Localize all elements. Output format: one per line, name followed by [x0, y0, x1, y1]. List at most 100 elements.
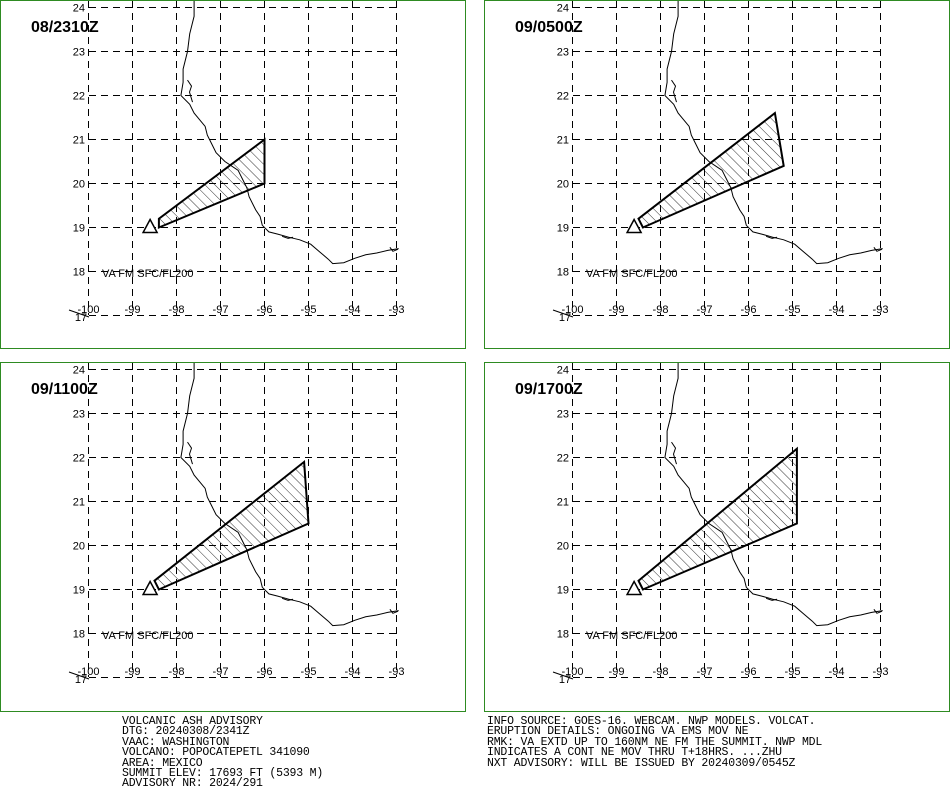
advisory-vaac: VAAC: WASHINGTON: [122, 735, 230, 749]
longitude-label: -95: [785, 304, 801, 316]
coastline: [180, 363, 399, 627]
longitude-label: -98: [653, 666, 669, 678]
longitude-label: -97: [213, 666, 229, 678]
latitude-label: 18: [73, 629, 85, 641]
volcano-icon: [625, 579, 643, 596]
longitude-label: -99: [125, 666, 141, 678]
lagoon-outline: [873, 609, 883, 614]
advisory-eruption-details: ERUPTION DETAILS: ONGOING VA EMS MOV NE: [487, 725, 749, 739]
panel-time-1: 08/2310Z: [31, 19, 99, 36]
lagoon-outline: [671, 79, 677, 103]
lagoon-outline: [281, 235, 294, 239]
lagoon-outline: [873, 247, 883, 252]
latitude-label: 22: [73, 91, 85, 103]
latitude-label: 21: [73, 135, 85, 147]
forecast-panel-1: 24 23 22 21 20 19 18 -100 -99 -98 -97 -96 -95 -94 -93 1…: [0, 0, 466, 349]
latitude-label: 20: [73, 179, 85, 191]
lagoon-outline: [187, 79, 193, 103]
latitude-label: 24: [557, 3, 569, 15]
longitude-label: -99: [609, 304, 625, 316]
va-height-label: VA FM SFC/FL200: [586, 268, 678, 280]
longitude-label: -96: [257, 304, 273, 316]
longitude-label: -93: [873, 666, 889, 678]
latitude-label: 18: [557, 267, 569, 279]
latitude-label: 19: [73, 585, 85, 597]
latitude-label: 22: [557, 91, 569, 103]
longitude-label: -94: [829, 666, 845, 678]
coastline: [664, 363, 883, 627]
corner-tick: [552, 671, 574, 680]
corner-tick: [68, 671, 90, 680]
longitude-label: -96: [741, 666, 757, 678]
longitude-label: -98: [169, 304, 185, 316]
advisory-title: VOLCANIC ASH ADVISORY: [122, 715, 263, 728]
latitude-label: 23: [73, 409, 85, 421]
latitude-label: 24: [73, 365, 85, 377]
latitude-label: 20: [557, 541, 569, 553]
latitude-label: 21: [557, 497, 569, 509]
longitude-label: -100: [561, 304, 583, 316]
advisory-remarks-1: RMK: VA EXTD UP TO 160NM NE FM THE SUMMI…: [487, 735, 823, 749]
latitude-label: 22: [73, 453, 85, 465]
advisory-area: AREA: MEXICO: [122, 756, 203, 770]
longitude-label: -100: [77, 304, 99, 316]
latitude-label: 18: [557, 629, 569, 641]
longitude-label: -95: [785, 666, 801, 678]
advisory-next: NXT ADVISORY: WILL BE ISSUED BY 20240309…: [487, 756, 796, 770]
advisory-dtg: DTG: 20240308/2341Z: [122, 725, 250, 739]
ash-cloud-polygon: [637, 446, 798, 591]
longitude-label: -94: [829, 304, 845, 316]
advisory-volcano: VOLCANO: POPOCATEPETL 341090: [122, 746, 310, 760]
longitude-label: -94: [345, 666, 361, 678]
longitude-label: -97: [213, 304, 229, 316]
latitude-label: 20: [73, 541, 85, 553]
longitude-label: -97: [697, 304, 713, 316]
panel-time-4: 09/1700Z: [515, 381, 583, 398]
ash-cloud-polygon: [157, 137, 266, 229]
latitude-label: 19: [73, 223, 85, 235]
va-height-label: VA FM SFC/FL200: [586, 630, 678, 642]
va-height-label: VA FM SFC/FL200: [102, 268, 194, 280]
longitude-label: -93: [389, 666, 405, 678]
coastline: [180, 1, 399, 265]
advisory-details-right: INFO SOURCE: GOES-16. WEBCAM. NWP MODELS…: [487, 715, 823, 770]
longitude-label: -95: [301, 666, 317, 678]
longitude-label: -99: [609, 666, 625, 678]
advisory-remarks-2: INDICATES A CONT NE MOV THRU T+18HRS. ..…: [487, 746, 782, 760]
panel-time-3: 09/1100Z: [31, 381, 98, 398]
lagoon-outline: [389, 247, 399, 252]
latitude-label: 23: [73, 47, 85, 59]
longitude-label: -95: [301, 304, 317, 316]
latitude-label: 20: [557, 179, 569, 191]
longitude-label: -98: [169, 666, 185, 678]
ash-cloud-polygon: [637, 111, 785, 229]
volcano-icon: [625, 217, 643, 234]
latitude-label: 23: [557, 47, 569, 59]
va-height-label: VA FM SFC/FL200: [102, 630, 194, 642]
latitude-label: 24: [73, 3, 85, 15]
latitude-label: 21: [73, 497, 85, 509]
latitude-label: 18: [73, 267, 85, 279]
advisory-number: ADVISORY NR: 2024/291: [122, 777, 263, 791]
volcano-icon: [141, 217, 159, 234]
lagoon-outline: [389, 609, 399, 614]
longitude-label: -98: [653, 304, 669, 316]
ash-cloud-polygon: [153, 459, 310, 591]
lagoon-outline: [765, 235, 778, 239]
coastline: [664, 1, 883, 265]
advisory-info-source: INFO SOURCE: GOES-16. WEBCAM. NWP MODELS…: [487, 715, 816, 728]
longitude-label: -100: [77, 666, 99, 678]
lat-lon-grid: [572, 1, 885, 316]
corner-tick: [68, 309, 90, 318]
panel-time-2: 09/0500Z: [515, 19, 583, 36]
lagoon-outline: [187, 441, 193, 465]
forecast-panel-2: 24 23 22 21 20 19 18 -100 -99 -98 -97 -96 -95 -94 -93 1…: [484, 0, 950, 349]
longitude-label: -97: [697, 666, 713, 678]
forecast-panel-3: 24 23 22 21 20 19 18 -100 -99 -98 -97 -96 -95 -94 -93 1…: [0, 362, 466, 712]
latitude-label: 19: [557, 223, 569, 235]
advisory-summit-elev: SUMMIT ELEV: 17693 FT (5393 M): [122, 767, 324, 781]
